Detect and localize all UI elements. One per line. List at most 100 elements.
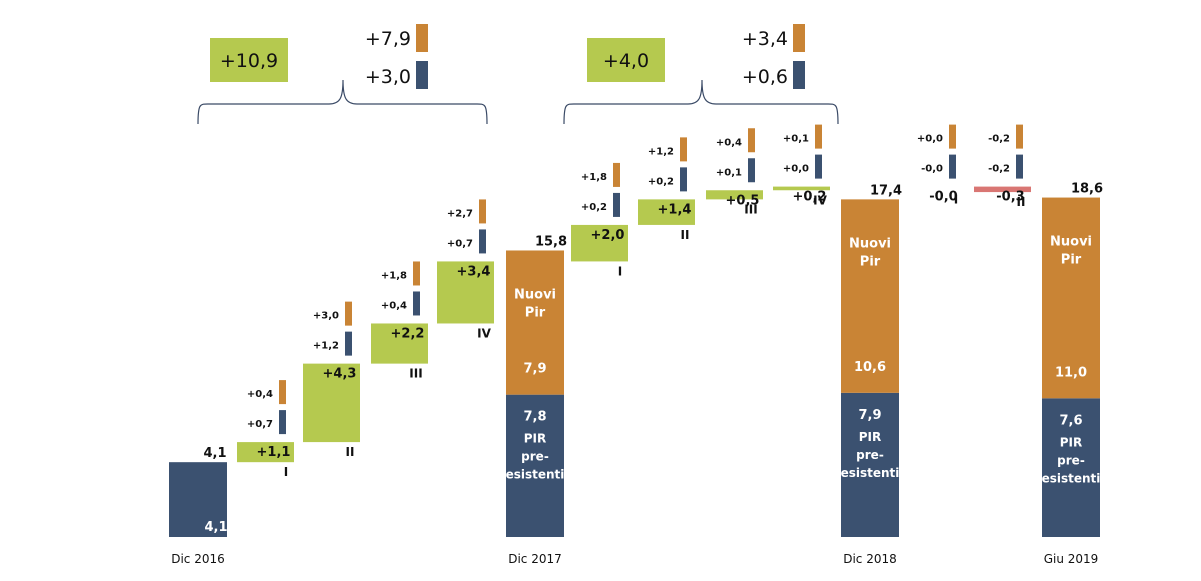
pre-existing-marker xyxy=(680,167,687,192)
pre-existing-change-label: +1,2 xyxy=(313,341,339,352)
new-pir-label-line1: Nuovi xyxy=(849,236,891,251)
new-pir-change-label: +1,2 xyxy=(648,146,674,157)
pre-existing-change-label: +0,7 xyxy=(447,238,473,249)
pre-existing-label-line2: pre- xyxy=(1057,453,1085,467)
new-pir-marker xyxy=(680,137,687,162)
net-change-bar xyxy=(571,224,628,262)
pre-existing-marker xyxy=(949,154,956,179)
period-new-pir-label: +7,9 xyxy=(365,28,411,50)
pre-existing-label-line3: esistenti xyxy=(841,466,900,480)
pre-existing-change-label: +0,2 xyxy=(648,176,674,187)
period-pre-existing-label: +0,6 xyxy=(742,66,788,88)
new-pir-change-label: +0,0 xyxy=(917,134,943,145)
net-change-label: +3,4 xyxy=(457,264,491,279)
pre-existing-change-label: +0,4 xyxy=(381,300,407,311)
pre-existing-change-label: -0,0 xyxy=(921,164,943,175)
pre-existing-segment xyxy=(506,394,564,537)
new-pir-label-line1: Nuovi xyxy=(514,287,556,302)
net-change-bar xyxy=(303,363,360,443)
pre-existing-marker xyxy=(345,331,352,356)
new-pir-marker xyxy=(748,128,755,153)
total-bars: 4,1 4,1 Dic 2016 Nuovi Pir 7,9 7,8 PIR pre-esist… xyxy=(169,182,1103,566)
total-value-label: 18,6 xyxy=(1071,182,1103,197)
net-change-bar xyxy=(773,186,830,191)
net-change-label: +2,0 xyxy=(591,228,625,243)
period-summaries: +10,9 +7,9 +3,0 +4,0 +3,4 +0,6 xyxy=(197,24,839,125)
pre-existing-value: 4,1 xyxy=(204,520,227,535)
pre-existing-value: 7,6 xyxy=(1059,413,1082,428)
pre-existing-segment xyxy=(1042,398,1100,537)
new-pir-marker xyxy=(1016,124,1023,149)
pre-existing-label-line3: esistenti xyxy=(1042,471,1101,485)
new-pir-value: 7,9 xyxy=(523,362,546,377)
new-pir-marker xyxy=(613,162,620,187)
pre-existing-marker xyxy=(413,291,420,316)
net-change-label: +2,2 xyxy=(391,326,425,341)
net-change-label: +1,1 xyxy=(257,445,291,460)
new-pir-marker xyxy=(479,199,486,224)
period-new-pir-label: +3,4 xyxy=(742,28,788,50)
pre-existing-marker xyxy=(748,158,755,183)
pre-existing-change-label: +0,2 xyxy=(581,202,607,213)
pre-existing-label-line1: PIR xyxy=(1060,435,1083,449)
new-pir-label-line1: Nuovi xyxy=(1050,235,1092,250)
new-pir-value: 11,0 xyxy=(1055,365,1087,380)
new-pir-segment xyxy=(1042,197,1100,399)
net-change-label: +4,3 xyxy=(323,367,357,382)
total-value-label: 4,1 xyxy=(203,446,226,461)
quarter-label: II xyxy=(681,228,690,242)
quarter-label: I xyxy=(954,193,958,207)
net-change-bar xyxy=(237,442,294,463)
new-pir-segment xyxy=(506,250,564,395)
new-pir-change-label: +0,1 xyxy=(783,134,809,145)
net-change-label: -0,0 xyxy=(929,190,957,205)
quarter-label: III xyxy=(744,202,757,216)
new-pir-marker xyxy=(413,261,420,286)
total-value-label: 15,8 xyxy=(535,234,567,249)
net-change-bar xyxy=(974,186,1031,193)
pre-existing-marker xyxy=(815,154,822,179)
new-pir-label-line2: Pir xyxy=(860,254,881,269)
total-value-label: 17,4 xyxy=(870,183,902,198)
new-pir-change-label: +1,8 xyxy=(381,270,407,281)
period-pre-existing-marker xyxy=(793,61,805,89)
period-brace xyxy=(197,79,488,125)
period-pre-existing-marker xyxy=(416,61,428,89)
new-pir-change-label: +0,4 xyxy=(247,389,273,400)
new-pir-segment xyxy=(841,199,899,393)
pre-existing-label-line1: PIR xyxy=(859,430,882,444)
net-change-bar xyxy=(706,190,763,200)
new-pir-value: 10,6 xyxy=(854,360,886,375)
pre-existing-label-line2: pre- xyxy=(521,450,549,464)
quarter-steps: +1,1I+0,7+0,4+4,3II+1,2+3,0+2,2III+0,4+1… xyxy=(237,124,1031,479)
pre-existing-change-label: +0,0 xyxy=(783,164,809,175)
pre-existing-change-label: +0,1 xyxy=(716,167,742,178)
new-pir-change-label: +0,4 xyxy=(716,137,742,148)
net-change-label: -0,3 xyxy=(996,190,1024,205)
pre-existing-marker xyxy=(479,229,486,254)
quarter-label: IV xyxy=(813,193,827,207)
net-change-label: +1,4 xyxy=(658,202,692,217)
category-label: Dic 2018 xyxy=(843,552,897,566)
new-pir-change-label: +2,7 xyxy=(447,208,473,219)
pre-existing-value: 7,8 xyxy=(523,410,546,425)
new-pir-marker xyxy=(949,124,956,149)
new-pir-change-label: +3,0 xyxy=(313,311,339,322)
new-pir-marker xyxy=(279,380,286,405)
pre-existing-label-line2: pre- xyxy=(856,448,884,462)
quarter-label: II xyxy=(1017,195,1026,209)
pre-existing-label-line1: PIR xyxy=(524,432,547,446)
quarter-label: II xyxy=(346,445,355,459)
period-net-label: +4,0 xyxy=(603,50,649,72)
pre-existing-marker xyxy=(613,192,620,217)
new-pir-label-line2: Pir xyxy=(525,305,546,320)
quarter-label: I xyxy=(284,465,288,479)
pre-existing-value: 7,9 xyxy=(858,408,881,423)
pre-existing-label-line3: esistenti xyxy=(506,468,565,482)
net-change-bar xyxy=(437,261,494,324)
quarter-label: III xyxy=(409,367,422,381)
period-new-pir-marker xyxy=(793,24,805,52)
pre-existing-marker xyxy=(1016,154,1023,179)
period-new-pir-marker xyxy=(416,24,428,52)
new-pir-marker xyxy=(345,301,352,326)
